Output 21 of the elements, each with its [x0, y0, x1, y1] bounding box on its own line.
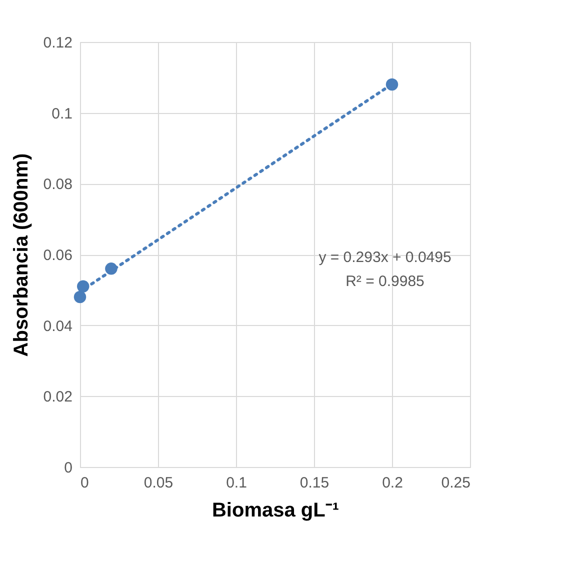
point — [76, 280, 90, 292]
y-tick-label: 0.1 — [52, 105, 72, 122]
y-axis-title: Absorbancia (600nm) — [10, 153, 32, 357]
point — [386, 78, 398, 91]
y-tick-label: 0.06 — [43, 247, 72, 264]
x-tick-label: 0.15 — [300, 474, 330, 492]
point — [74, 290, 86, 304]
annotation: R² = 0.9985 — [346, 273, 424, 290]
annotation: y = 0.293x + 0.0495 — [318, 249, 452, 266]
x-tick-label: 0.1 — [226, 474, 247, 492]
x-tick-label: 0 — [80, 474, 89, 492]
x-axis-title: Biomasa gL⁻¹ — [212, 500, 340, 522]
y-tick-label: 0.12 — [43, 34, 72, 52]
y-tick-label: 0 — [64, 460, 72, 476]
point — [105, 262, 118, 275]
y-tick-label: 0.04 — [43, 318, 72, 335]
x-tick-label: 0.2 — [382, 474, 403, 492]
x-tick-label: 0.25 — [441, 474, 470, 492]
y-tick-label: 0.08 — [43, 176, 72, 194]
y-tick-label: 0.02 — [43, 388, 72, 406]
x-tick-label: 0.05 — [144, 474, 174, 492]
